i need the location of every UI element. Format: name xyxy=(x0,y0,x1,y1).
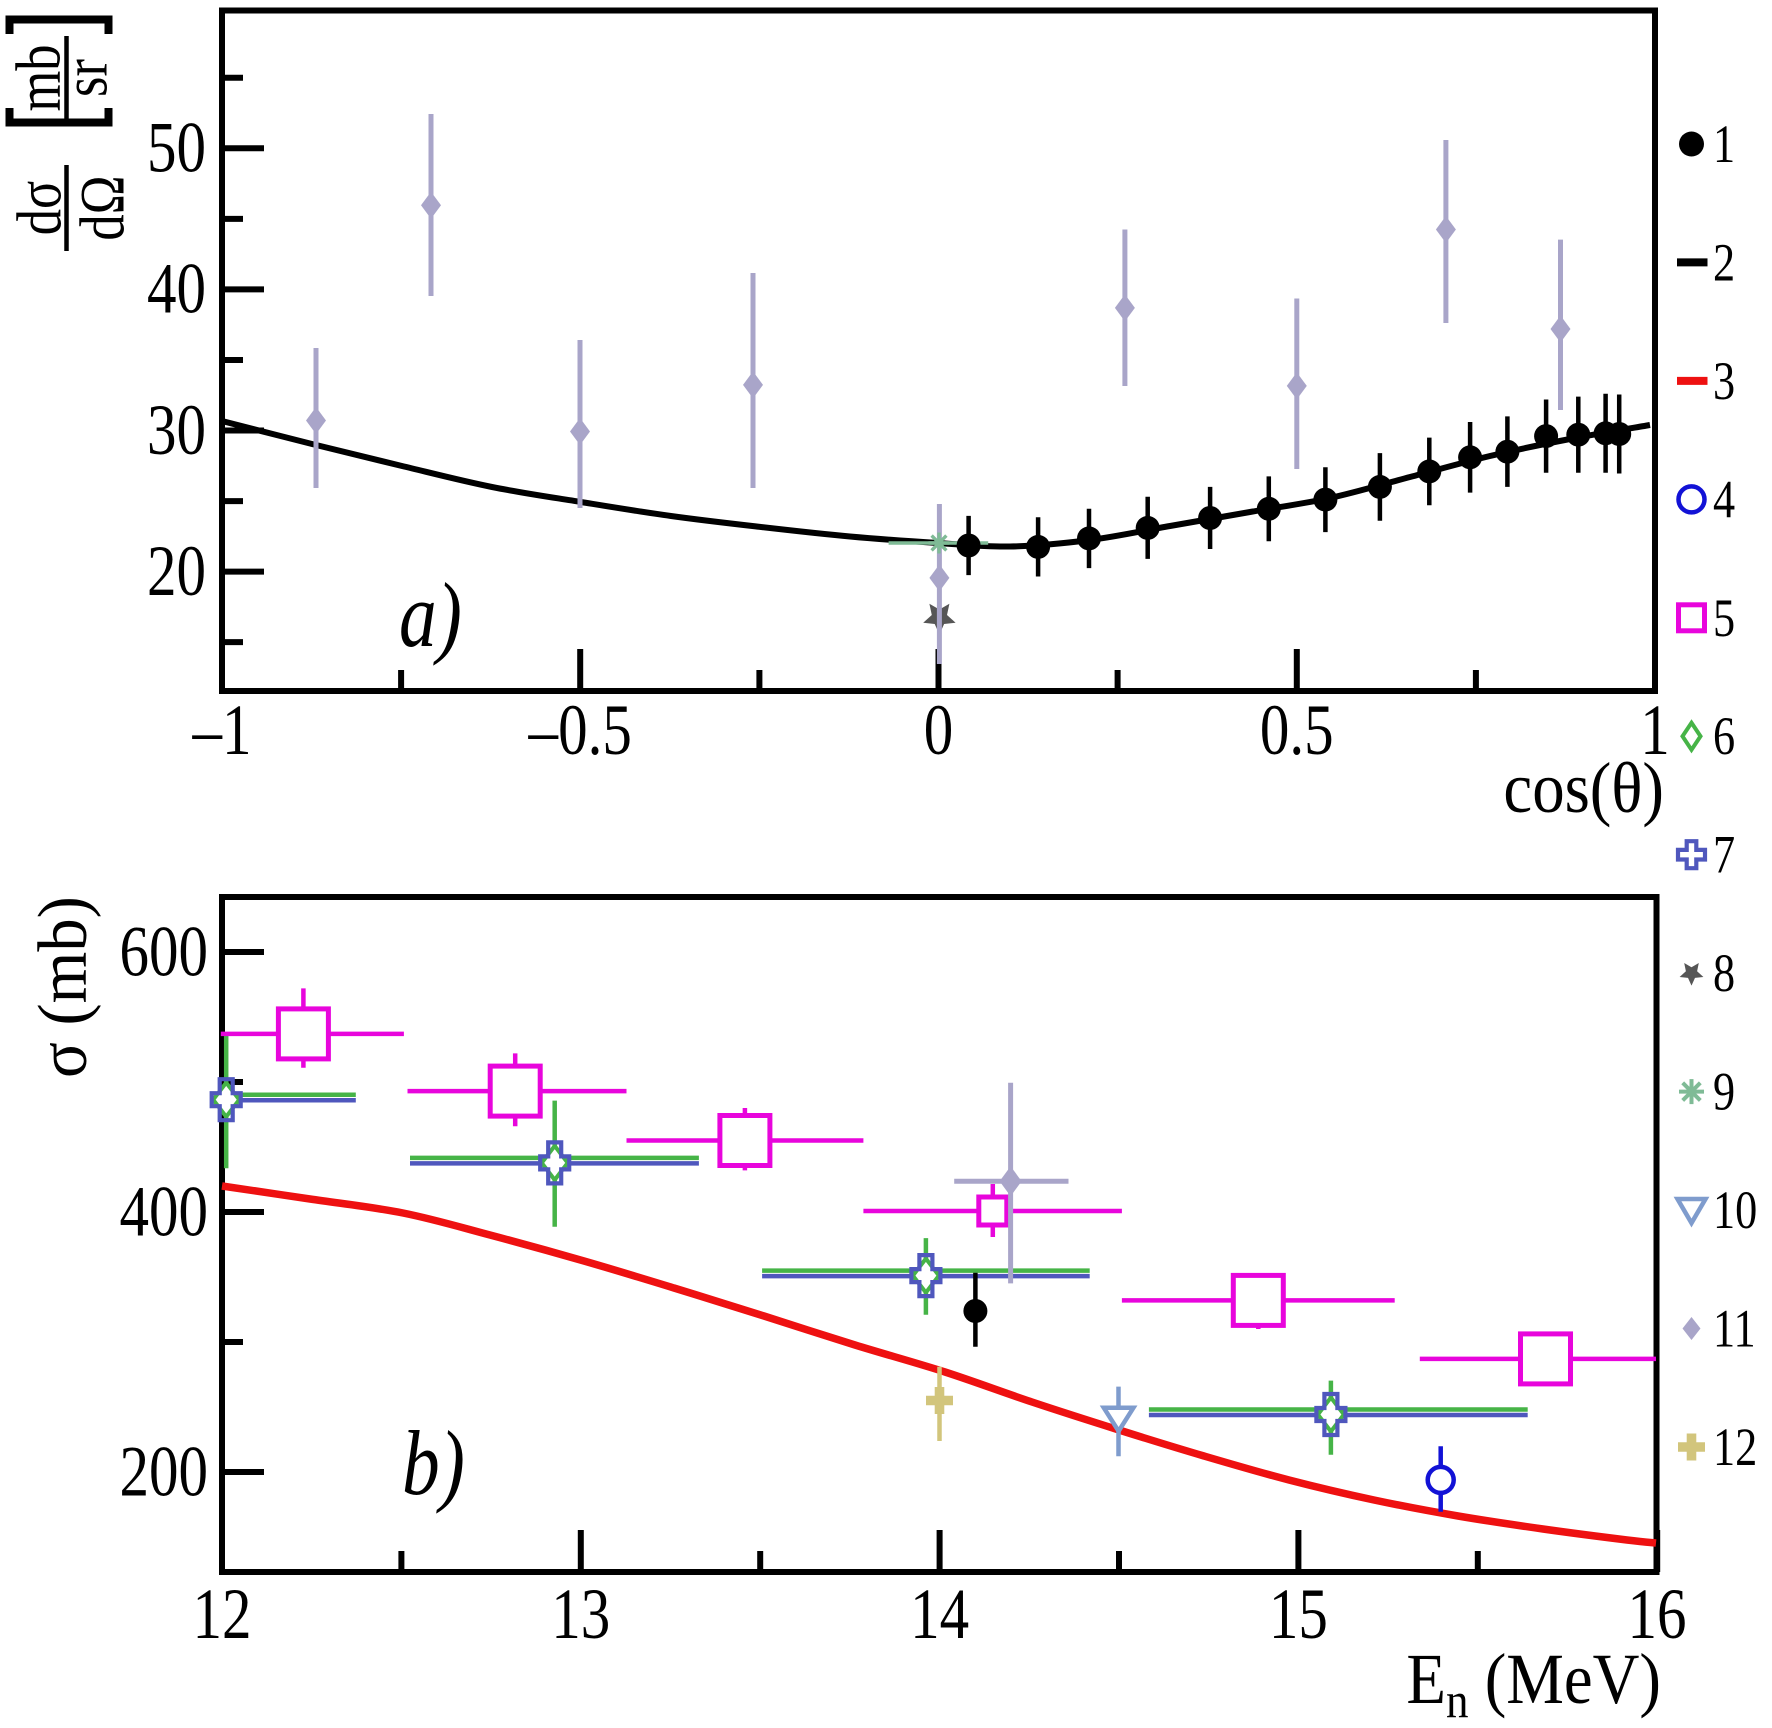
svg-text:14: 14 xyxy=(910,1575,969,1655)
svg-text:400: 400 xyxy=(119,1172,208,1252)
svg-text:2: 2 xyxy=(1713,232,1735,292)
svg-text:16: 16 xyxy=(1627,1575,1686,1655)
svg-text:6: 6 xyxy=(1713,706,1735,766)
svg-text:30: 30 xyxy=(147,390,206,470)
svg-text:200: 200 xyxy=(119,1432,208,1512)
svg-text:4: 4 xyxy=(1713,469,1735,529)
svg-text:cos(θ): cos(θ) xyxy=(1503,748,1664,828)
svg-text:–0.5: –0.5 xyxy=(528,691,632,771)
svg-text:dσ: dσ xyxy=(4,181,75,236)
svg-text:mb: mb xyxy=(3,44,74,111)
svg-text:3: 3 xyxy=(1713,351,1735,411)
svg-text:9: 9 xyxy=(1713,1061,1735,1121)
svg-text:σ (mb): σ (mb) xyxy=(23,896,101,1078)
svg-text:–1: –1 xyxy=(192,691,252,771)
svg-text:12: 12 xyxy=(192,1575,251,1655)
svg-text:40: 40 xyxy=(147,249,206,329)
svg-text:En (MeV): En (MeV) xyxy=(1406,1639,1661,1723)
svg-text:dΩ: dΩ xyxy=(67,175,138,240)
svg-text:7: 7 xyxy=(1713,825,1735,885)
svg-text:50: 50 xyxy=(147,108,206,188)
svg-text:12: 12 xyxy=(1713,1417,1757,1477)
svg-text:a): a) xyxy=(399,565,462,667)
svg-text:0.5: 0.5 xyxy=(1260,691,1334,771)
svg-text:0: 0 xyxy=(924,691,954,771)
svg-text:sr: sr xyxy=(50,59,121,97)
svg-text:8: 8 xyxy=(1713,943,1735,1003)
svg-text:5: 5 xyxy=(1713,588,1735,648)
svg-text:11: 11 xyxy=(1713,1298,1756,1358)
svg-text:b): b) xyxy=(402,1413,465,1515)
svg-text:10: 10 xyxy=(1713,1180,1757,1240)
svg-text:1: 1 xyxy=(1640,691,1670,771)
svg-text:1: 1 xyxy=(1713,114,1735,174)
svg-text:600: 600 xyxy=(119,912,208,992)
svg-text:13: 13 xyxy=(551,1575,610,1655)
svg-text:20: 20 xyxy=(147,531,206,611)
svg-text:15: 15 xyxy=(1269,1575,1328,1655)
